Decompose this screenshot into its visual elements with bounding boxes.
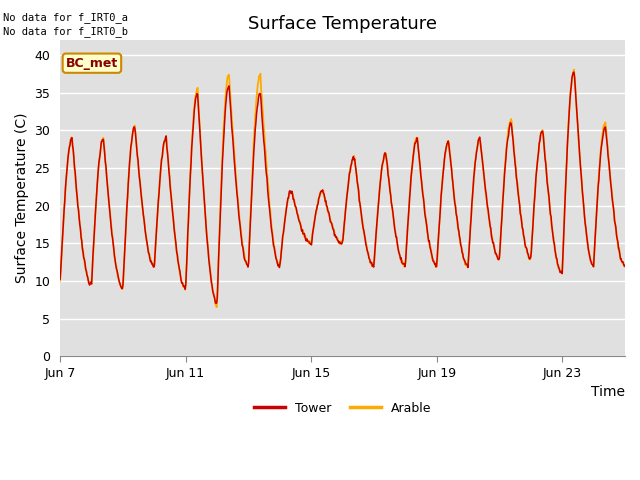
Legend: Tower, Arable: Tower, Arable xyxy=(248,396,436,420)
Text: BC_met: BC_met xyxy=(66,57,118,70)
Title: Surface Temperature: Surface Temperature xyxy=(248,15,437,33)
Text: No data for f_IRT0_a: No data for f_IRT0_a xyxy=(3,12,128,23)
Y-axis label: Surface Temperature (C): Surface Temperature (C) xyxy=(15,113,29,284)
X-axis label: Time: Time xyxy=(591,385,625,399)
Text: No data for f_IRT0_b: No data for f_IRT0_b xyxy=(3,26,128,37)
